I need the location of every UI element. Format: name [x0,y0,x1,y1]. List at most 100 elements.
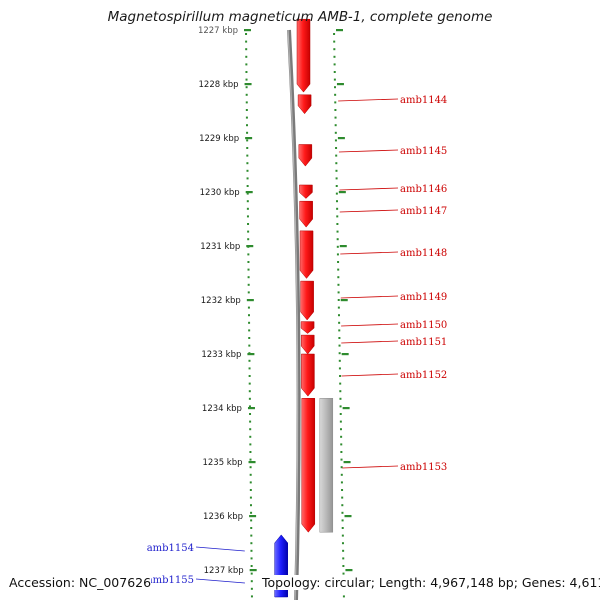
gene-arrow-forward[interactable] [299,230,314,279]
gene-label[interactable]: amb1153 [400,462,447,473]
gene-label[interactable]: amb1149 [400,292,447,303]
ruler-dot [337,268,340,271]
ruler-dot [250,572,253,575]
ruler-tick [343,461,351,464]
ruler-dot [342,572,345,575]
gene-arrow-forward[interactable] [296,18,311,93]
ruler-dot [250,549,253,552]
ruler-dot [247,230,250,233]
ruler-dot [246,169,249,172]
gene-leader-line [341,323,399,327]
gene-leader-line [340,251,399,255]
gene-arrow-forward[interactable] [300,321,315,334]
ruler-dot [247,291,250,294]
ruler-dot [342,595,345,598]
ruler-dot [342,557,345,560]
ruler-dot [337,283,340,286]
ruler-dot [245,86,248,89]
ruler-dot [248,359,251,362]
ruler-dot [341,534,344,537]
ruler-tick-label: 1230 kbp [200,188,240,198]
ruler-dot [334,116,337,119]
ruler-dot [248,329,251,332]
ruler-dot [336,207,339,210]
ruler-dot [339,428,342,431]
gene-arrow-forward[interactable] [297,94,312,115]
ruler-dot [250,580,253,583]
ruler-dot [249,481,252,484]
gene-arrow-forward[interactable] [299,200,313,228]
ruler-dot [334,109,337,111]
ruler-dot [245,71,248,73]
gene-label[interactable]: amb1145 [400,146,447,157]
ruler-dot [250,527,253,529]
ruler-dot [334,101,337,104]
ruler-dot [250,542,253,545]
gene-arrow-forward[interactable] [300,280,314,321]
ruler-dot [247,261,250,263]
ruler-dot [340,458,343,461]
ruler-dot [341,542,344,545]
ruler-dot [341,489,344,491]
gene-arrow-forward[interactable] [299,184,313,199]
gene-label[interactable]: amb1154 [147,543,194,554]
ruler-dot [250,519,253,522]
ruler-dot [341,519,344,522]
ruler-dot [335,200,338,203]
ruler-tick [246,245,254,248]
ruler-dot [249,473,252,476]
ruler-dot [246,147,249,149]
ruler-tick-label: 1231 kbp [200,242,240,252]
gene-label[interactable]: amb1148 [400,248,447,259]
ruler-dot [339,382,342,385]
ruler-tick-label: 1233 kbp [201,350,241,360]
ruler-dot [248,375,251,377]
ruler-dot [250,511,253,514]
ruler-dot [246,185,249,187]
gene-label[interactable]: amb1151 [400,337,447,348]
accession-text: Accession: NC_007626 [9,575,152,590]
ruler-dot [247,276,250,279]
ruler-dot [333,33,336,35]
ruler-tick [245,137,253,140]
gene-arrow-forward[interactable] [301,353,315,397]
ruler-tick [248,461,256,464]
ruler-dot [338,367,341,370]
ruler-dot [335,192,338,195]
ruler-dot [245,48,248,51]
ruler-dot [246,154,249,157]
gene-arrow-forward[interactable] [300,334,315,355]
gene-label[interactable]: amb1152 [400,370,447,381]
gene-arrow-forward[interactable] [298,144,313,167]
gene-label[interactable]: amb1144 [400,95,447,106]
feature-band[interactable] [319,398,334,533]
ruler-dot [246,200,249,203]
ruler-dot [245,109,248,111]
ruler-dot [250,587,253,590]
ruler-dot [248,390,251,393]
gene-label[interactable]: amb1150 [400,320,447,331]
ruler-dot [246,215,249,218]
ruler-dot [336,253,339,256]
ruler-dot [336,238,339,241]
gene-label[interactable]: amb1146 [400,184,447,195]
ruler-dot [248,382,251,385]
ruler-tick [342,407,350,410]
ruler-dot [247,268,250,271]
ruler-tick [249,569,257,572]
ruler-tick-label: 1234 kbp [202,404,242,414]
ruler-dot [342,549,345,552]
ruler-dot [248,367,251,370]
topology-text: Topology: circular; Length: 4,967,148 bp… [262,575,600,590]
ruler-dot [249,443,252,446]
ruler-dot [333,63,336,66]
ruler-dot [245,93,248,96]
gene-label[interactable]: amb1147 [400,206,447,217]
ruler-tick [338,191,346,194]
ruler-dot [246,207,249,210]
gene-arrow-forward[interactable] [301,398,316,533]
ruler-tick [345,569,353,572]
gene-label[interactable]: amb1155 [147,575,194,586]
